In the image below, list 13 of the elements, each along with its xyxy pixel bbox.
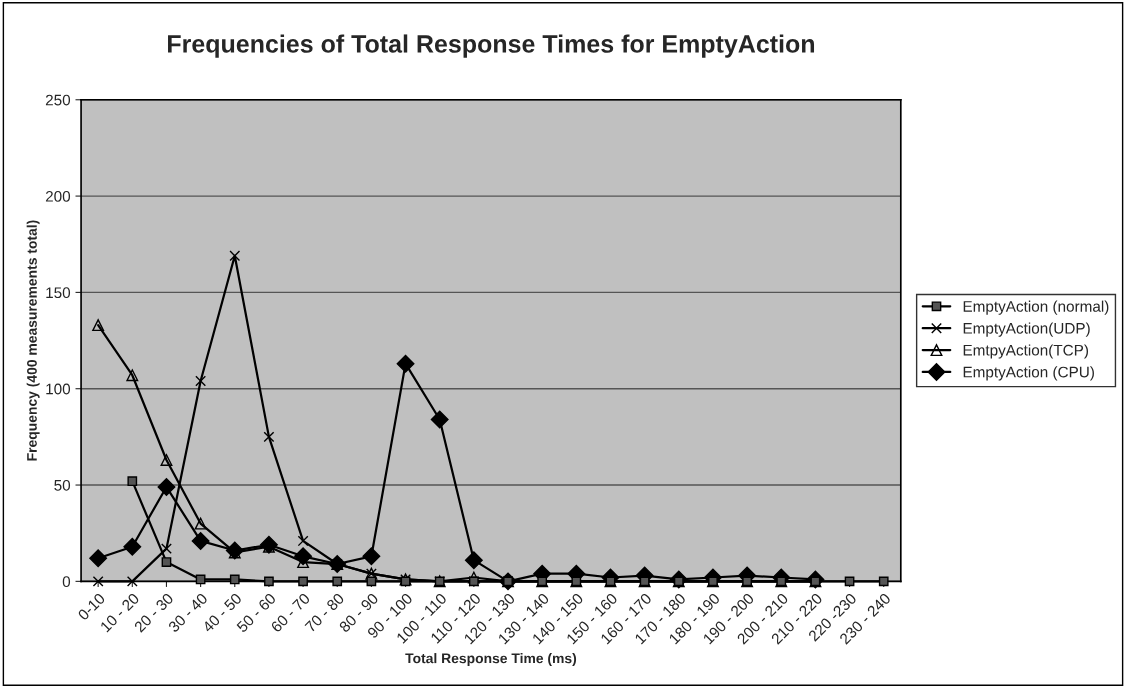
y-tick-label: 0 [62,576,71,588]
legend-label: EmptyAction (CPU) [963,366,1094,381]
y-tick-label: 50 [54,479,71,491]
legend-label: EmtpyAction(TCP) [963,344,1089,359]
y-tick-label: 100 [46,383,71,395]
legend-label: EmptyAction(UDP) [963,322,1090,337]
y-tick-label: 150 [46,287,71,299]
y-tick-label: 200 [45,190,71,202]
chart-title: Frequencies of Total Response Times for EmptyAction [168,34,815,58]
y-axis-title: Frequency (400 measurements total) [26,220,40,461]
legend-label: EmptyAction (normal) [963,300,1109,315]
x-axis-title: Total Response Time (ms) [405,653,577,666]
y-tick-label: 250 [45,94,71,106]
